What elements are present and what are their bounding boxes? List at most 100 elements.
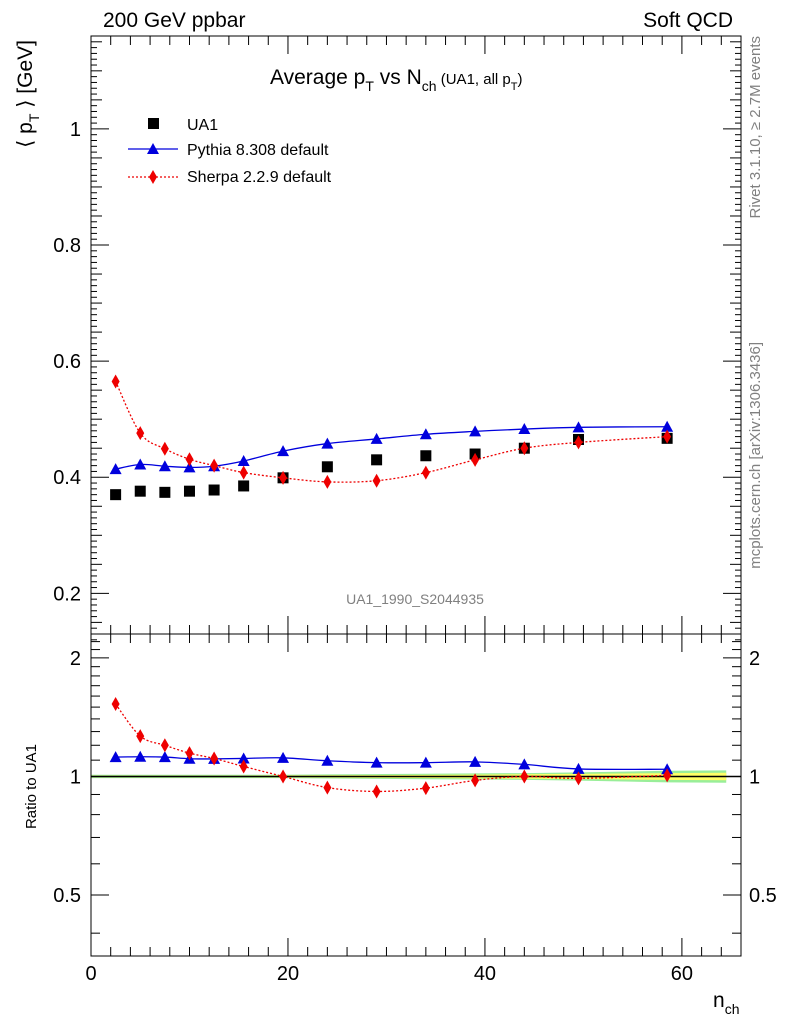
ratio-y-tick-label-right: 1: [749, 766, 760, 788]
x-tick-label: 40: [474, 963, 496, 985]
legend-marker-square: [148, 118, 159, 129]
legend-label-ua1: UA1: [187, 117, 218, 134]
data-point-sherpa: [279, 470, 288, 485]
mcplots-label: mcplots.cern.ch [arXiv:1306.3436]: [747, 342, 764, 569]
data-point-sherpa: [323, 474, 332, 489]
title-part-1: Average p: [270, 66, 365, 89]
ratio-point-pythia: [109, 751, 122, 763]
y-label-sub: T: [26, 113, 42, 122]
rivet-label: Rivet 3.1.10, ≥ 2.7M events: [747, 36, 764, 219]
legend-marker-diamond: [149, 170, 157, 184]
ratio-point-sherpa: [210, 751, 219, 766]
data-point-sherpa: [471, 452, 480, 467]
legend: UA1 Pythia 8.308 default Sherpa 2.2.9 de…: [128, 117, 332, 186]
title-sub-1: T: [365, 78, 374, 94]
title-sub-3: T: [511, 81, 518, 93]
x-label-main: n: [713, 989, 725, 1012]
data-point-ua1: [159, 486, 171, 498]
x-label-sub: ch: [725, 1001, 740, 1017]
data-point-pythia: [321, 437, 334, 449]
ratio-y-tick-label: 0.5: [53, 885, 81, 907]
main-y-axis-label: ⟨ pT ⟩ [GeV]: [14, 40, 42, 148]
ratio-point-sherpa: [136, 729, 145, 744]
data-point-ua1: [371, 454, 383, 466]
ratio-line-pythia: [115, 756, 668, 771]
ratio-axis-ticks: [90, 634, 742, 956]
ratio-frame: [90, 633, 742, 957]
x-tick-label: 0: [85, 963, 96, 985]
ratio-point-sherpa: [185, 746, 194, 761]
data-point-ua1: [208, 484, 220, 496]
series-line-sherpa: [115, 381, 668, 483]
legend-entry-ua1: UA1: [148, 117, 218, 134]
y-label-end: ⟩ [GeV]: [14, 40, 37, 114]
data-point-pythia: [277, 445, 290, 457]
data-point-ua1: [321, 461, 333, 473]
ratio-point-pythia: [572, 762, 585, 774]
ratio-point-sherpa: [239, 759, 248, 774]
ratio-point-pythia: [158, 751, 171, 763]
ratio-point-pythia: [469, 755, 482, 767]
ratio-y-axis-label: Ratio to UA1: [23, 744, 40, 829]
header-left: 200 GeV ppbar: [103, 9, 245, 32]
legend-entry-sherpa: Sherpa 2.2.9 default: [128, 169, 332, 186]
data-point-sherpa: [372, 473, 381, 488]
data-point-pythia: [237, 454, 250, 466]
main-panel: 0.2 0.4 0.6 0.8 1 UA1_1990_S2044935 Average …: [14, 35, 742, 641]
ratio-point-sherpa: [111, 697, 120, 712]
ratio-x-tick-labels: 0 20 40 60: [85, 963, 693, 985]
title-part-3: (UA1, all p: [437, 71, 511, 88]
title-part-4: ): [518, 71, 523, 88]
ratio-y-tick-label: 2: [70, 648, 81, 670]
data-point-sherpa: [185, 452, 194, 467]
x-tick-label: 60: [671, 963, 693, 985]
main-series: [109, 374, 674, 501]
ratio-point-sherpa: [520, 769, 529, 784]
data-point-pythia: [518, 423, 531, 435]
main-y-tick-label: 0.4: [53, 467, 81, 489]
ratio-point-pythia: [134, 750, 147, 762]
ratio-point-sherpa: [160, 738, 169, 753]
main-y-tick-label: 0.2: [53, 583, 81, 605]
main-y-tick-label: 0.6: [53, 351, 81, 373]
title-sub-2: ch: [422, 78, 437, 94]
data-point-pythia: [572, 421, 585, 433]
x-tick-label: 20: [277, 963, 299, 985]
ratio-point-pythia: [419, 756, 432, 768]
data-point-ua1: [183, 485, 195, 497]
data-point-sherpa: [574, 435, 583, 450]
data-point-pythia: [370, 432, 383, 444]
legend-label-pythia: Pythia 8.308 default: [187, 142, 329, 159]
ratio-y-tick-label: 1: [70, 766, 81, 788]
ratio-y-tick-label-right: 0.5: [749, 885, 777, 907]
data-point-sherpa: [210, 458, 219, 473]
ratio-y-tick-label-right: 2: [749, 648, 760, 670]
header-right: Soft QCD: [643, 9, 733, 32]
main-y-tick-labels: 0.2 0.4 0.6 0.8 1: [53, 119, 81, 605]
x-axis-label: nch: [713, 989, 739, 1017]
data-point-ua1: [134, 485, 146, 497]
data-point-pythia: [183, 461, 196, 473]
series-line-pythia: [115, 426, 668, 470]
data-point-sherpa: [239, 465, 248, 480]
watermark: UA1_1990_S2044935: [346, 591, 484, 607]
data-point-ua1: [110, 489, 122, 501]
legend-marker-triangle: [147, 143, 159, 154]
data-point-sherpa: [111, 374, 120, 389]
ratio-point-sherpa: [471, 773, 480, 788]
data-point-pythia: [134, 458, 147, 470]
chart-title: Average pT vs Nch (UA1, all pT): [270, 66, 523, 94]
ratio-point-sherpa: [372, 784, 381, 799]
data-point-ua1: [238, 480, 250, 492]
main-y-tick-label: 1: [70, 119, 81, 141]
data-point-sherpa: [663, 429, 672, 444]
legend-entry-pythia: Pythia 8.308 default: [128, 142, 329, 159]
data-point-pythia: [419, 428, 432, 440]
main-y-tick-label: 0.8: [53, 235, 81, 257]
y-label-main: ⟨ p: [14, 122, 37, 148]
ratio-point-pythia: [518, 758, 531, 770]
ratio-point-pythia: [237, 752, 250, 764]
data-point-ua1: [420, 450, 432, 462]
data-point-pythia: [158, 460, 171, 472]
